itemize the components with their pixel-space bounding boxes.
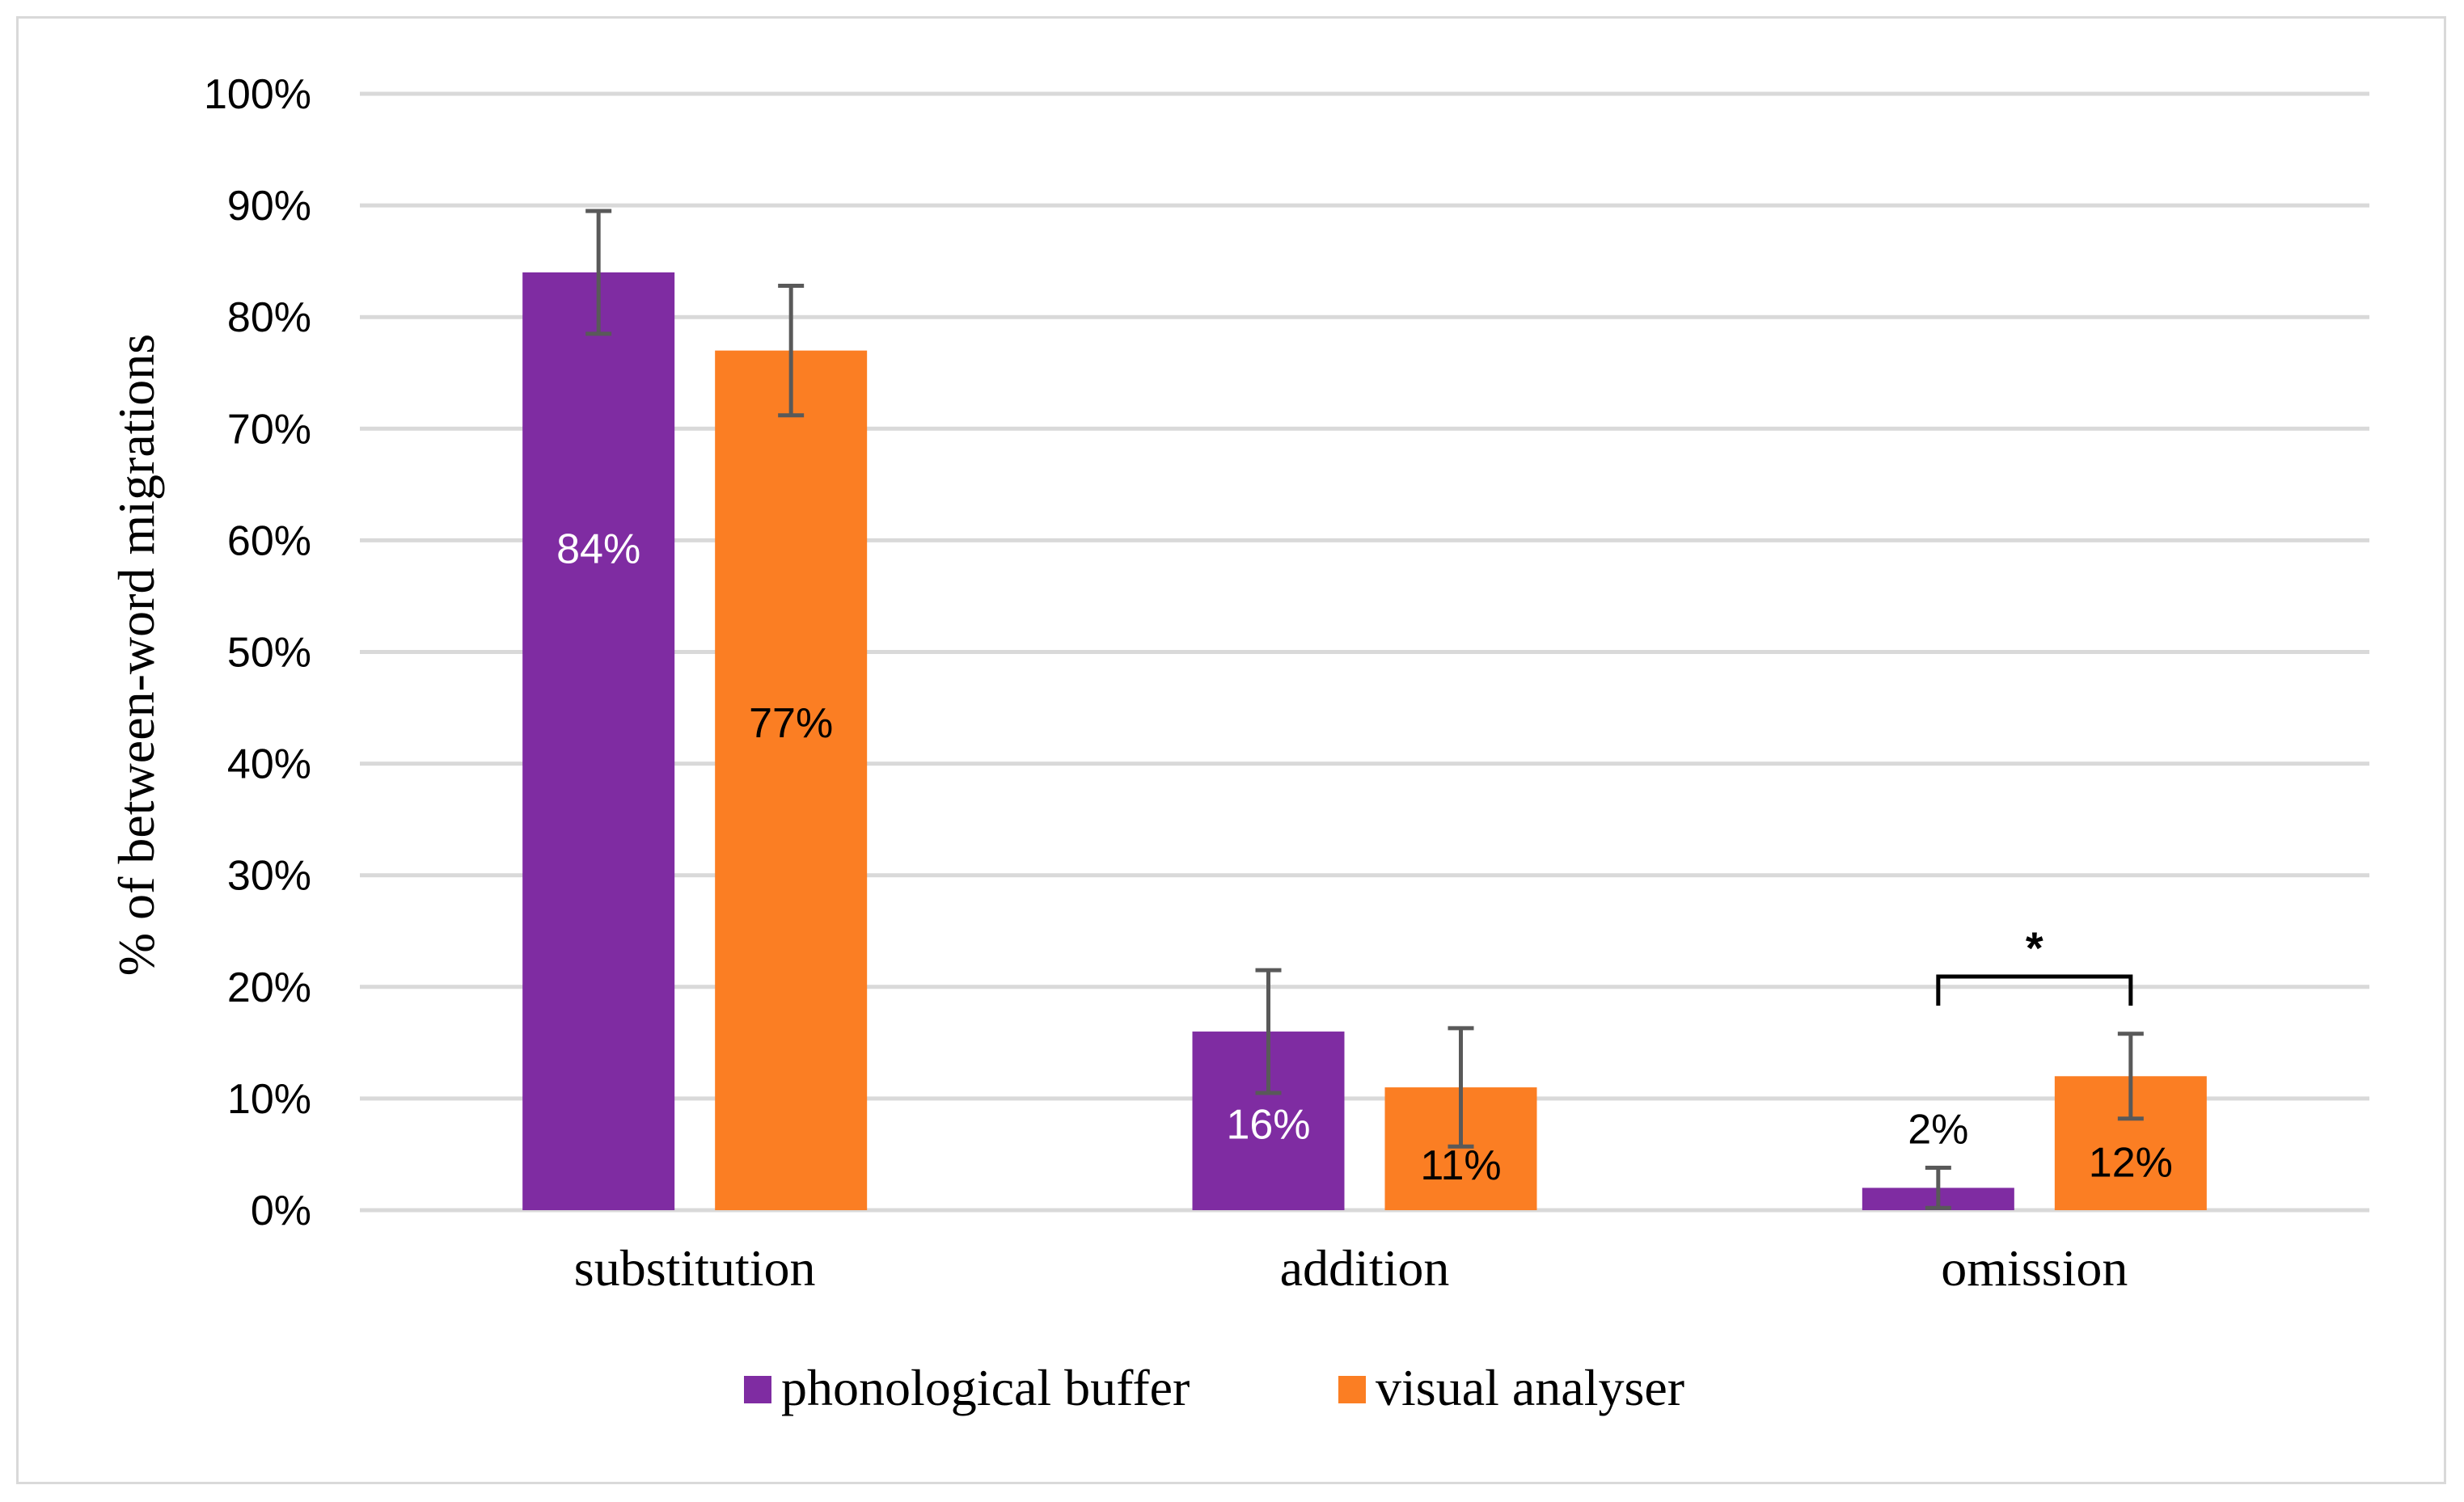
- bars: [522, 272, 2207, 1211]
- error-bar: [1448, 1026, 1474, 1149]
- error-bar: [1925, 1166, 1951, 1210]
- x-category-label: substitution: [574, 1239, 816, 1297]
- legend: phonological buffer visual analyser: [744, 1359, 1684, 1416]
- chart-frame: [16, 16, 2446, 1484]
- legend-item: phonological buffer: [744, 1359, 1190, 1416]
- y-tick-label: 50%: [227, 630, 311, 677]
- data-label: 84%: [556, 526, 640, 573]
- y-tick-label: 100%: [204, 71, 311, 118]
- y-tick-label: 0%: [251, 1188, 311, 1234]
- data-labels: 84% 77% 16% 11% 2% 12%: [556, 526, 2173, 1189]
- legend-label: phonological buffer: [781, 1359, 1190, 1416]
- x-axis-categories: substitution addition omission: [574, 1239, 2128, 1297]
- y-tick-label: 20%: [227, 964, 311, 1011]
- data-label: 12%: [2089, 1140, 2173, 1187]
- y-tick-label: 90%: [227, 183, 311, 230]
- significance-bracket: *: [1936, 922, 2133, 1006]
- legend-swatch: [744, 1376, 771, 1403]
- legend-label: visual analyser: [1376, 1359, 1684, 1416]
- data-label: 77%: [749, 700, 833, 747]
- error-bar: [2117, 1032, 2144, 1121]
- legend-item: visual analyser: [1338, 1359, 1684, 1416]
- error-bar: [585, 209, 612, 336]
- data-label: 2%: [1908, 1106, 1968, 1153]
- bar-visual-analyser-substitution: [715, 350, 868, 1210]
- error-bars: [585, 209, 2144, 1210]
- x-category-label: omission: [1941, 1239, 2128, 1297]
- legend-swatch: [1338, 1376, 1366, 1403]
- data-label: 16%: [1226, 1102, 1310, 1149]
- error-bar: [1255, 968, 1282, 1095]
- data-label: 11%: [1420, 1142, 1501, 1189]
- y-tick-label: 60%: [227, 517, 311, 564]
- x-category-label: addition: [1280, 1239, 1450, 1297]
- y-tick-label: 10%: [227, 1076, 311, 1123]
- significance-marker: *: [2026, 922, 2043, 973]
- y-tick-label: 40%: [227, 741, 311, 788]
- gridlines: [360, 91, 2369, 1213]
- bar-phonological-buffer-substitution: [522, 272, 675, 1211]
- y-tick-label: 80%: [227, 294, 311, 341]
- y-axis-ticks: 0% 10% 20% 30% 40% 50% 60% 70% 80% 90% 100%: [204, 71, 311, 1234]
- y-axis-label: % of between-word migrations: [108, 334, 165, 976]
- significance-line: [1936, 974, 2133, 1006]
- y-tick-label: 70%: [227, 406, 311, 453]
- error-bar: [778, 284, 805, 418]
- y-tick-label: 30%: [227, 853, 311, 900]
